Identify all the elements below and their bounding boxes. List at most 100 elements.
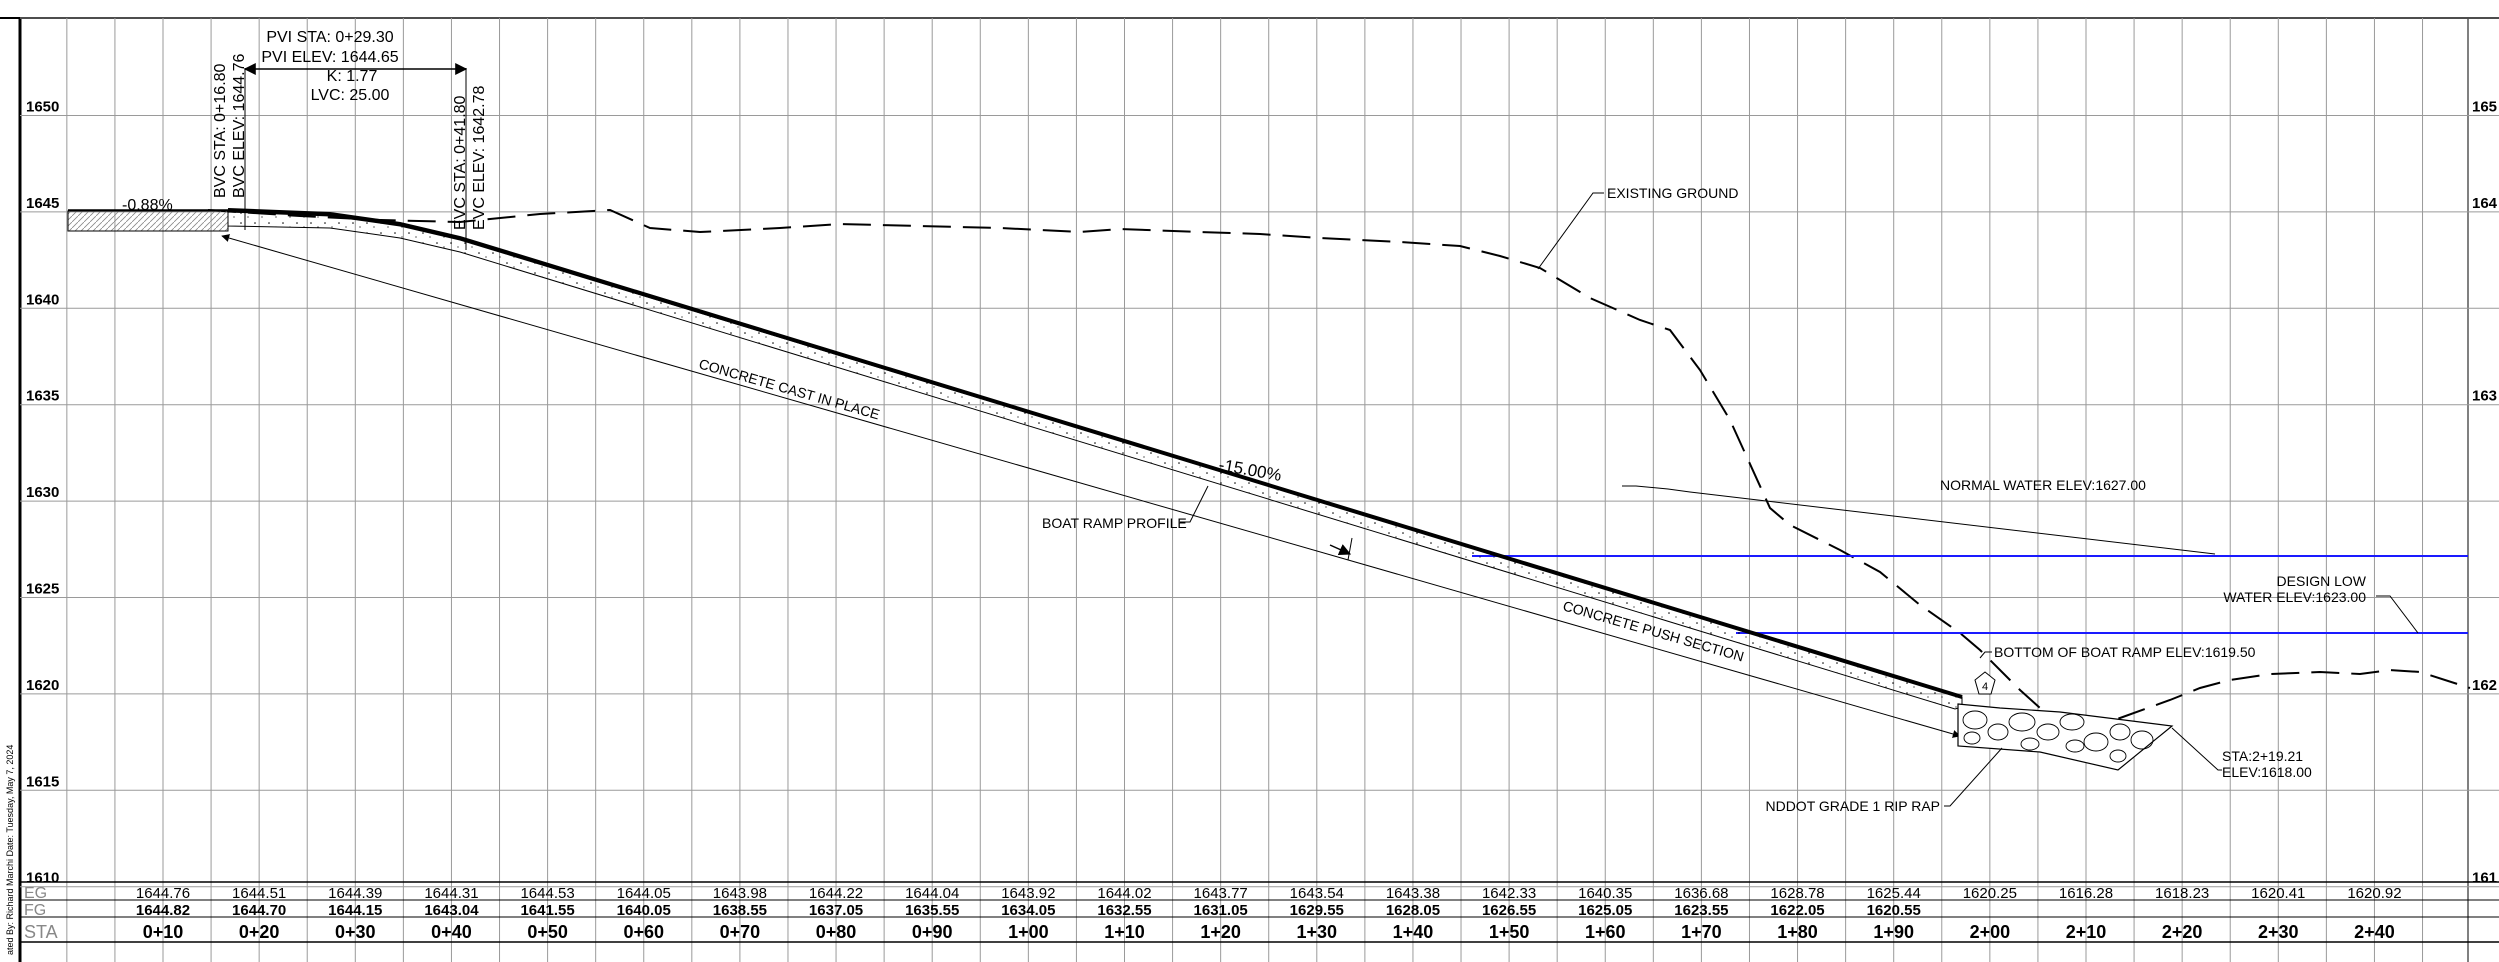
eg-cell: 1620.41 bbox=[2251, 885, 2305, 902]
normal-water-callout: NORMAL WATER ELEV:1627.00 bbox=[1622, 477, 2216, 555]
evc-labels: EVC STA: 0+41.80 EVC ELEV: 1642.78 bbox=[452, 86, 488, 230]
table-cells: 1644.76 1644.51 1644.39 1644.31 1644.53 1644.… bbox=[136, 885, 2402, 942]
fg-cell: 1644.82 bbox=[136, 902, 190, 919]
elev-label-right: 161 bbox=[2472, 870, 2497, 887]
elev-label: 1640 bbox=[26, 291, 59, 308]
eg-cell: 1616.28 bbox=[2059, 885, 2113, 902]
eg-cell: 1643.92 bbox=[1001, 885, 1055, 902]
elevation-labels: 1650164516401635163016251620161516101651… bbox=[26, 99, 2498, 887]
svg-text:K: 1.77: K: 1.77 bbox=[327, 68, 378, 85]
station-cell: 0+40 bbox=[431, 922, 472, 942]
eg-cell: 1644.53 bbox=[520, 885, 574, 902]
station-cell: 0+70 bbox=[720, 922, 761, 942]
approach-slab bbox=[67, 210, 229, 232]
svg-text:BOTTOM OF BOAT RAMP ELEV:1619.: BOTTOM OF BOAT RAMP ELEV:1619.50 bbox=[1994, 644, 2256, 660]
fg-cell: 1625.05 bbox=[1578, 902, 1632, 919]
design-low-callout: DESIGN LOW WATER ELEV:1623.00 bbox=[2223, 573, 2419, 634]
svg-text:EXISTING GROUND: EXISTING GROUND bbox=[1607, 185, 1738, 201]
station-cell: 1+70 bbox=[1681, 922, 1722, 942]
svg-text:BOAT RAMP PROFILE: BOAT RAMP PROFILE bbox=[1042, 515, 1187, 531]
station-cell: 1+00 bbox=[1008, 922, 1049, 942]
station-cell: 0+30 bbox=[335, 922, 376, 942]
fg-cell: 1634.05 bbox=[1001, 902, 1055, 919]
station-cell: 2+40 bbox=[2354, 922, 2395, 942]
station-cell: 1+10 bbox=[1104, 922, 1145, 942]
data-table: EG FG STA bbox=[20, 881, 2499, 943]
fg-cell: 1623.55 bbox=[1674, 902, 1728, 919]
eg-cell: 1628.78 bbox=[1770, 885, 1824, 902]
eg-cell: 1644.02 bbox=[1097, 885, 1151, 902]
station-cell: 1+20 bbox=[1200, 922, 1241, 942]
fg-cell: 1626.55 bbox=[1482, 902, 1536, 919]
eg-cell: 1643.77 bbox=[1194, 885, 1248, 902]
concrete-cast-callout: CONCRETE CAST IN PLACE bbox=[221, 234, 1961, 738]
fg-cell: 1631.05 bbox=[1194, 902, 1248, 919]
fg-cell: 1643.04 bbox=[424, 902, 479, 919]
svg-text:NDDOT GRADE 1 RIP RAP: NDDOT GRADE 1 RIP RAP bbox=[1765, 798, 1940, 814]
svg-text:NORMAL WATER ELEV:1627.00: NORMAL WATER ELEV:1627.00 bbox=[1940, 477, 2146, 493]
station-cell: 1+40 bbox=[1393, 922, 1434, 942]
eg-cell: 1642.33 bbox=[1482, 885, 1536, 902]
fg-cell: 1628.05 bbox=[1386, 902, 1440, 919]
eg-cell: 1640.35 bbox=[1578, 885, 1632, 902]
eg-cell: 1636.68 bbox=[1674, 885, 1728, 902]
fg-cell: 1638.55 bbox=[713, 902, 767, 919]
station-cell: 1+50 bbox=[1489, 922, 1530, 942]
boat-ramp-profile-callout: BOAT RAMP PROFILE bbox=[1042, 485, 1353, 561]
eg-cell: 1643.98 bbox=[713, 885, 767, 902]
station-cell: 1+30 bbox=[1297, 922, 1338, 942]
elev-label-right: 162 bbox=[2472, 677, 2497, 694]
eg-cell: 1620.92 bbox=[2347, 885, 2401, 902]
elev-label: 1620 bbox=[26, 677, 59, 694]
bvc-labels: BVC STA: 0+16.80 BVC ELEV: 1644.76 bbox=[212, 54, 248, 198]
station-cell: 2+10 bbox=[2066, 922, 2107, 942]
station-cell: 0+50 bbox=[527, 922, 568, 942]
station-cell: 1+90 bbox=[1873, 922, 1914, 942]
eg-cell: 1644.31 bbox=[424, 885, 478, 902]
svg-text:BVC STA: 0+16.80: BVC STA: 0+16.80 bbox=[212, 63, 229, 198]
eg-cell: 1644.04 bbox=[905, 885, 959, 902]
station-cell: 2+30 bbox=[2258, 922, 2299, 942]
svg-text:ELEV:1618.00: ELEV:1618.00 bbox=[2222, 764, 2312, 780]
station-cell: 0+60 bbox=[623, 922, 664, 942]
fg-cell: 1635.55 bbox=[905, 902, 959, 919]
fg-cell: 1632.55 bbox=[1097, 902, 1151, 919]
elev-label-right: 165 bbox=[2472, 99, 2497, 116]
eg-cell: 1644.51 bbox=[232, 885, 286, 902]
svg-text:WATER ELEV:1623.00: WATER ELEV:1623.00 bbox=[2223, 589, 2366, 605]
elev-label: 1625 bbox=[26, 581, 59, 598]
fg-cell: 1629.55 bbox=[1290, 902, 1344, 919]
fg-cell: 1637.05 bbox=[809, 902, 863, 919]
row-label-sta: STA bbox=[24, 922, 58, 942]
svg-text:EVC ELEV: 1642.78: EVC ELEV: 1642.78 bbox=[471, 86, 488, 230]
elev-label-right: 163 bbox=[2472, 388, 2497, 405]
elev-label-right: 164 bbox=[2472, 195, 2498, 212]
elev-label: 1630 bbox=[26, 484, 59, 501]
eg-cell: 1643.54 bbox=[1290, 885, 1344, 902]
elev-label: 1645 bbox=[26, 195, 59, 212]
existing-ground-callout: EXISTING GROUND bbox=[1537, 185, 1738, 270]
eg-cell: 1644.39 bbox=[328, 885, 382, 902]
eg-cell: 1618.23 bbox=[2155, 885, 2209, 902]
elev-label: 1635 bbox=[26, 388, 59, 405]
station-cell: 0+10 bbox=[143, 922, 184, 942]
fg-cell: 1644.15 bbox=[328, 902, 382, 919]
station-cell: 2+00 bbox=[1970, 922, 2011, 942]
svg-text:EVC STA: 0+41.80: EVC STA: 0+41.80 bbox=[452, 95, 469, 230]
station-cell: 1+60 bbox=[1585, 922, 1626, 942]
row-label-eg: EG bbox=[24, 885, 47, 902]
start-grade-label: -0.88% bbox=[122, 197, 173, 214]
svg-text:DESIGN LOW: DESIGN LOW bbox=[2277, 573, 2367, 589]
elev-label: 1650 bbox=[26, 99, 59, 116]
fg-cell: 1640.05 bbox=[617, 902, 671, 919]
fg-cell: 1620.55 bbox=[1867, 902, 1921, 919]
pvi-annotation: PVI STA: 0+29.30 PVI ELEV: 1644.65 K: 1.… bbox=[261, 29, 398, 104]
eg-cell: 1643.38 bbox=[1386, 885, 1440, 902]
elev-label: 1615 bbox=[26, 773, 59, 790]
eg-cell: 1625.44 bbox=[1867, 885, 1921, 902]
row-label-fg: FG bbox=[24, 902, 46, 919]
station-cell: 0+80 bbox=[816, 922, 857, 942]
sidebar-credit: ated By: Richard Marchi Date: Tuesday, M… bbox=[5, 745, 15, 955]
rip-rap: NDDOT GRADE 1 RIP RAP STA:2+19.21 ELEV:1… bbox=[1765, 703, 2312, 814]
